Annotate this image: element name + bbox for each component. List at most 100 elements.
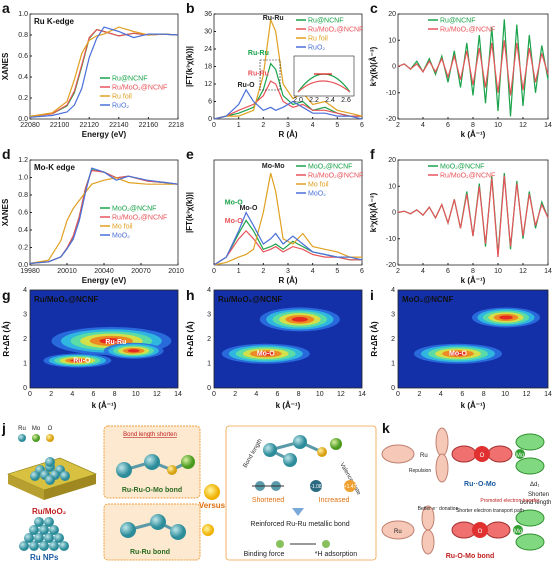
reinforce-box	[225, 425, 377, 561]
y-tick-label: 2	[207, 336, 211, 343]
legend-entry: Mo foil	[112, 224, 133, 231]
y-tick-label: -20	[386, 262, 396, 269]
x-axis-label: k (Å⁻¹)	[92, 401, 117, 410]
y-tick-label: 1.0	[18, 175, 28, 182]
y-tick-label: 18	[204, 64, 212, 71]
y-tick-label: 20	[388, 11, 396, 18]
wavelet-contour	[257, 351, 275, 356]
y-tick-label: 3	[207, 312, 211, 319]
legend-entry: Ru@NCNF	[440, 18, 476, 25]
inset-tick-label: 2.4	[325, 97, 335, 104]
y-axis-label: |FT(k³χ(k))|	[185, 192, 194, 233]
plot-frame	[29, 159, 179, 266]
series-line	[213, 62, 362, 120]
orbital-bottom	[381, 505, 545, 555]
x-tick-label: 10	[494, 122, 502, 129]
ruru-molecule	[120, 514, 186, 540]
y-tick-label: 0.6	[18, 53, 28, 60]
x-tick-label: 8	[113, 391, 117, 398]
x-tick-label: 3	[286, 268, 290, 275]
bond-shorten-label: Bond length shorten	[123, 432, 177, 438]
ru-nps-structure	[19, 517, 69, 551]
shortened-indicator	[252, 481, 284, 491]
x-tick-label: 6	[446, 122, 450, 129]
x-tick-label: 4	[254, 391, 258, 398]
y-tick-label: 1.2	[18, 157, 28, 164]
y-tick-label: 3	[391, 312, 395, 319]
legend-entry: Ru/MoO₂@NCNF	[440, 27, 495, 34]
y-tick-label: 36	[204, 11, 212, 18]
x-tick-label: 12	[519, 268, 527, 275]
shorter-path-label: Shorter electron transport path	[456, 508, 524, 514]
ruru-label: Ru-Ru bond	[130, 549, 170, 556]
k-ru-top: Ru	[420, 453, 428, 459]
wavelet-contour	[127, 349, 140, 353]
legend-o-atom	[46, 434, 54, 442]
wavelet-contour	[99, 338, 124, 344]
legend-entry: Ru/MoO₂@NCNF	[112, 215, 167, 222]
ruromo-label: Ru-Ru-O-Mo bond	[122, 487, 182, 494]
legend-entry: Ru foil	[308, 36, 328, 43]
plot-frame	[29, 13, 179, 120]
versus-label: Versus	[199, 501, 226, 510]
peak-annotation: Ru-Ru	[248, 50, 269, 57]
series-line	[397, 173, 549, 255]
chart-title: Ru K-edge	[34, 17, 75, 26]
x-tick-label: 22100	[50, 122, 70, 129]
x-tick-label: 14	[544, 122, 552, 129]
y-tick-label: 0.4	[18, 227, 28, 234]
legend-entry: MoO₂@NCNF	[440, 164, 484, 171]
x-tick-label: 22120	[79, 122, 99, 129]
wavelet-contour	[499, 315, 513, 320]
y-tick-label: 0	[23, 385, 27, 392]
ruromo-molecule	[116, 454, 195, 478]
y-axis-label: R+ΔR (Å)	[186, 321, 195, 357]
x-tick-label: 2	[49, 391, 53, 398]
better-donation-label: Better e⁻ donation	[418, 506, 459, 512]
x-axis-label: Energy (eV)	[82, 276, 127, 285]
wavelet-annotation: Mo-O	[449, 351, 467, 358]
x-tick-label: 14	[174, 391, 182, 398]
x-tick-label: 14	[544, 268, 552, 275]
wavelet-contour	[291, 317, 308, 322]
plot-frame	[397, 289, 549, 389]
y-tick-label: 0.8	[18, 192, 28, 199]
x-axis-label: k (Å⁻¹)	[461, 276, 486, 285]
legend-entry: MoO₂@NCNF	[112, 206, 156, 213]
wavelet-title: Ru/MoO₂@NCNF	[218, 295, 282, 304]
wavelet-background	[214, 290, 362, 388]
x-tick-label: 1	[237, 122, 241, 129]
peak-annotation: Mo-O	[225, 218, 243, 225]
wavelet-annotation: Mo-O	[257, 351, 275, 358]
y-tick-label: 1	[391, 361, 395, 368]
legend-mo-atom	[32, 434, 40, 442]
promoted-label: Promoted electron transfer	[480, 498, 540, 504]
wavelet-title: Ru/MoO₂@NCNF	[34, 295, 98, 304]
y-axis-label: k³χ(k)(Å⁻³)	[369, 192, 378, 232]
x-tick-label: 0	[212, 122, 216, 129]
schematic-k: Ru O Mo Repulsion Ru··O-Mo Δd₁ Shorten b…	[381, 427, 551, 560]
inset-tick-label: 2.2	[309, 97, 319, 104]
panel-label-b: b	[186, 0, 195, 16]
x-tick-label: 10	[132, 391, 140, 398]
plot-frame	[213, 289, 363, 389]
y-tick-label: 0.2	[18, 245, 28, 252]
x-tick-label: 4	[421, 122, 425, 129]
series-line	[213, 211, 363, 266]
x-tick-label: 19980	[20, 268, 40, 275]
x-tick-label: 2	[396, 122, 400, 129]
y-tick-label: -10	[386, 236, 396, 243]
k-mo-bottom: Mo	[514, 529, 523, 535]
cluster-molecule	[263, 435, 342, 467]
x-tick-label: 10	[501, 391, 509, 398]
wavelet-contour	[70, 359, 85, 362]
schematic-j: Ru Mo O Ru/MoO₂ Ru NPs Bond length short…	[7, 425, 377, 562]
peak-annotation: Ru-Ru	[248, 70, 269, 77]
peak-annotation: Mo-O	[225, 200, 243, 207]
peak-annotation: Mo-O	[240, 205, 258, 212]
series-line	[29, 26, 179, 117]
x-tick-label: 12	[153, 391, 161, 398]
peak-annotation: Mo-Mo	[262, 163, 285, 170]
